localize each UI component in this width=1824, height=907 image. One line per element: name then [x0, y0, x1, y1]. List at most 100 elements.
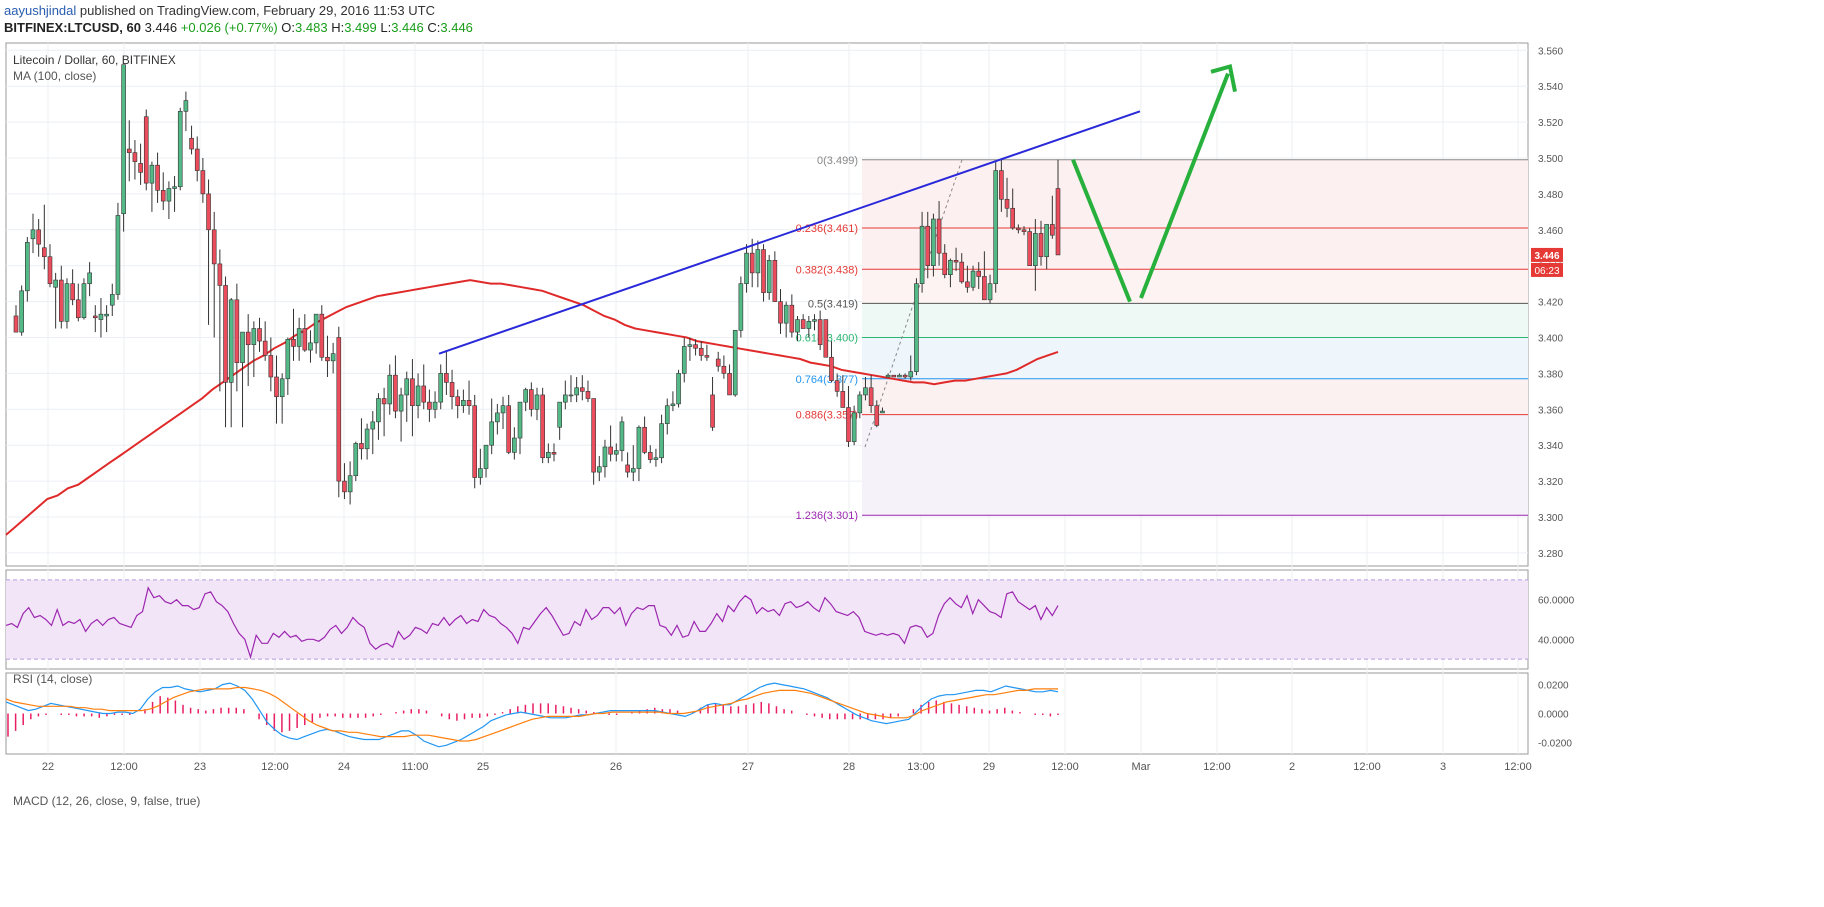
publisher-line: aayushjindal published on TradingView.co… — [4, 3, 435, 19]
candle-body — [149, 164, 155, 184]
candle-body — [183, 100, 189, 112]
author-link[interactable]: aayushjindal — [4, 3, 77, 18]
fib-zone — [862, 159, 1528, 229]
y-tick-label: 3.460 — [1538, 226, 1563, 237]
candle-body — [81, 283, 87, 319]
candle-body — [47, 256, 53, 284]
fib-zone — [862, 378, 1528, 415]
low-label: L: — [380, 20, 392, 35]
candle-body — [1038, 233, 1044, 258]
candle-body — [778, 301, 783, 324]
candle-body — [546, 452, 551, 459]
candle-body — [829, 356, 834, 381]
candle-body — [630, 468, 636, 473]
x-tick-label: 22 — [42, 761, 54, 773]
high-label: H: — [331, 20, 345, 35]
candle-body — [976, 270, 982, 277]
x-tick-label: 11:00 — [402, 761, 429, 773]
high-value: 3.499 — [344, 20, 377, 35]
candle-body — [676, 373, 681, 405]
fib-label: 0.236(3.461) — [796, 223, 858, 235]
candle-body — [965, 281, 970, 288]
x-tick-label: 12:00 — [110, 761, 138, 773]
candle-body — [160, 190, 166, 202]
candle-body — [732, 330, 738, 396]
candle-body — [953, 260, 959, 263]
candle-body — [891, 374, 897, 378]
candle-body — [863, 387, 868, 396]
candle-body — [189, 137, 194, 150]
candle-body — [664, 405, 670, 424]
open-label: O: — [281, 20, 296, 35]
candle-body — [812, 319, 817, 322]
candle-body — [432, 401, 438, 410]
open-value: 3.483 — [295, 20, 328, 35]
candle-body — [483, 444, 489, 469]
candle-body — [897, 374, 902, 378]
y-tick-label: 3.360 — [1538, 405, 1563, 416]
rsi-line — [5, 586, 1059, 660]
y-tick-label: 3.320 — [1538, 477, 1563, 488]
candle-body — [512, 437, 517, 453]
y-tick-label: 3.420 — [1538, 298, 1563, 309]
y-tick-label: 3.400 — [1538, 334, 1563, 345]
candle-body — [291, 338, 296, 347]
candle-body — [625, 464, 630, 473]
candle-body — [132, 152, 138, 162]
x-tick-label: 25 — [477, 761, 489, 773]
candle-body — [704, 355, 710, 358]
candle-body — [376, 398, 381, 423]
candle-body — [653, 457, 659, 460]
candle-body — [364, 428, 370, 450]
candle-body — [387, 374, 393, 405]
candle-body — [398, 394, 404, 412]
candle-body — [500, 405, 506, 414]
x-tick-label: 29 — [983, 761, 995, 773]
candle-body — [659, 423, 664, 459]
candle-body — [942, 252, 948, 275]
candle-body — [1050, 224, 1055, 236]
candle-body — [823, 319, 829, 358]
candle-body — [874, 405, 880, 426]
candle-body — [1033, 233, 1038, 267]
close-label: C: — [427, 20, 441, 35]
x-tick-label: 28 — [843, 761, 855, 773]
candle-body — [936, 218, 942, 254]
candle-body — [138, 163, 143, 173]
candle-body — [670, 403, 676, 407]
candle-body — [472, 405, 478, 478]
x-tick-label: 12:00 — [1504, 761, 1532, 773]
candle-body — [308, 342, 313, 351]
x-tick-label: 24 — [338, 761, 350, 773]
fib-zone — [862, 414, 1528, 516]
candle-body — [931, 218, 936, 266]
candle-body — [330, 353, 336, 362]
candle-body — [166, 188, 172, 202]
ma100-line — [5, 279, 1059, 536]
candle-body — [64, 283, 70, 322]
candle-body — [1044, 224, 1049, 258]
x-tick-label: 26 — [610, 761, 622, 773]
candle-body — [98, 313, 104, 320]
timer-badge — [1531, 262, 1563, 277]
candle-body — [580, 387, 585, 392]
candle-body — [370, 421, 376, 430]
price-badge — [1531, 247, 1563, 262]
fib-label: 0.886(3.357) — [796, 410, 858, 422]
fib-label: 1.236(3.301) — [796, 510, 858, 522]
candle-body — [274, 376, 279, 398]
x-tick-label: 12:00 — [1051, 761, 1079, 773]
candle-body — [738, 283, 744, 331]
macd-title: MACD (12, 26, close, 9, false, true) — [13, 794, 200, 808]
candle-body — [268, 355, 274, 378]
candle-body — [908, 371, 914, 378]
candle-body — [495, 412, 500, 423]
candle-body — [466, 400, 472, 407]
timer-badge-text: 06:23 — [1534, 266, 1559, 277]
candle-body — [342, 480, 347, 493]
candle-body — [795, 319, 800, 333]
candle-body — [772, 260, 778, 302]
x-tick-label: 12:00 — [1203, 761, 1231, 773]
candle-body — [999, 170, 1004, 200]
